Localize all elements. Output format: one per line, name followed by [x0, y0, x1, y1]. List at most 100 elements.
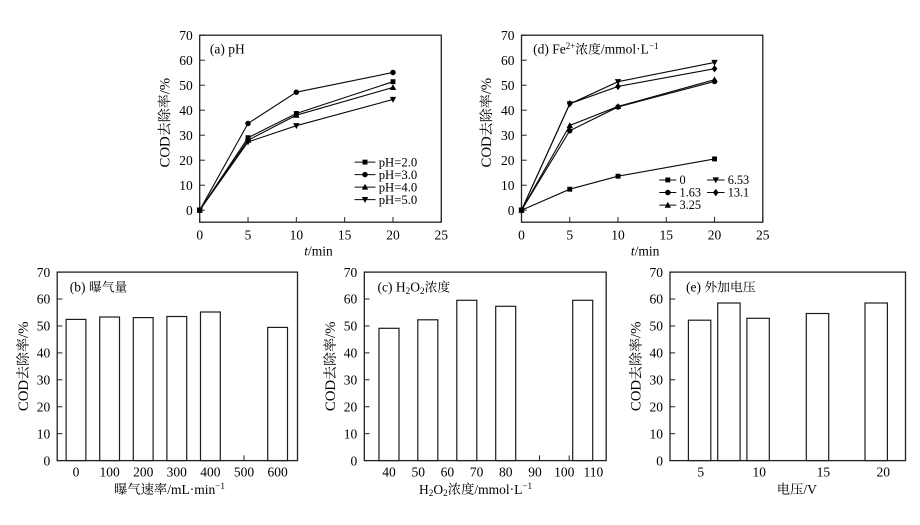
svg-text:30: 30 [179, 128, 193, 143]
svg-text:0: 0 [186, 203, 193, 218]
svg-text:50: 50 [37, 319, 51, 334]
svg-text:50: 50 [344, 319, 358, 334]
svg-text:10: 10 [501, 178, 515, 193]
svg-text:COD: COD [157, 136, 173, 168]
svg-text:0: 0 [43, 453, 50, 468]
svg-text:30: 30 [37, 373, 51, 388]
svg-text:20: 20 [386, 228, 400, 243]
svg-text:/%: /% [479, 78, 495, 94]
svg-text:70: 70 [37, 265, 51, 280]
svg-text:400: 400 [200, 465, 221, 480]
svg-text:/min: /min [308, 243, 333, 258]
svg-text:40: 40 [501, 103, 515, 118]
svg-text:O: O [410, 280, 420, 295]
svg-text:90: 90 [528, 465, 542, 480]
svg-text:0: 0 [680, 173, 686, 187]
svg-text:/mmol·L: /mmol·L [474, 482, 522, 497]
svg-text:0: 0 [196, 228, 203, 243]
svg-text:6.53: 6.53 [728, 173, 750, 187]
svg-text:10: 10 [650, 426, 664, 441]
svg-text:100: 100 [554, 465, 575, 480]
svg-text:0: 0 [656, 453, 663, 468]
svg-text:pH=4.0: pH=4.0 [379, 180, 418, 194]
svg-text:5: 5 [245, 228, 252, 243]
svg-text:2: 2 [406, 286, 411, 296]
svg-text:2: 2 [443, 488, 448, 498]
svg-text:60: 60 [441, 465, 455, 480]
svg-text:t: t [304, 243, 309, 258]
svg-text:(c) H: (c) H [378, 280, 406, 295]
svg-text:(e): (e) [686, 280, 701, 295]
svg-text:/%: /% [629, 322, 645, 338]
svg-text:40: 40 [650, 346, 664, 361]
svg-text:0: 0 [518, 228, 525, 243]
svg-text:COD: COD [16, 380, 32, 412]
svg-text:40: 40 [37, 346, 51, 361]
svg-text:5: 5 [697, 465, 704, 480]
svg-text:70: 70 [470, 465, 484, 480]
svg-text:10: 10 [290, 228, 304, 243]
svg-text:pH=5.0: pH=5.0 [379, 193, 418, 207]
svg-text:60: 60 [179, 53, 193, 68]
svg-text:60: 60 [650, 292, 664, 307]
svg-text:15: 15 [660, 228, 674, 243]
svg-text:H: H [419, 482, 429, 497]
svg-text:20: 20 [37, 399, 51, 414]
svg-text:50: 50 [650, 319, 664, 334]
svg-text:40: 40 [179, 103, 193, 118]
svg-text:10: 10 [37, 426, 51, 441]
svg-text:70: 70 [179, 28, 193, 43]
svg-text:50: 50 [501, 78, 515, 93]
svg-text:30: 30 [650, 373, 664, 388]
svg-text:50: 50 [411, 465, 425, 480]
svg-text:0: 0 [73, 465, 80, 480]
svg-text:(a) pH: (a) pH [210, 42, 245, 57]
svg-text:200: 200 [133, 465, 154, 480]
svg-text:2: 2 [429, 488, 434, 498]
svg-text:500: 500 [234, 465, 255, 480]
svg-text:/%: /% [157, 78, 173, 94]
svg-text:2+: 2+ [566, 41, 576, 51]
svg-text:5: 5 [566, 228, 573, 243]
svg-text:COD: COD [323, 380, 339, 412]
svg-text:/mL·min: /mL·min [167, 482, 215, 497]
svg-text:pH=2.0: pH=2.0 [379, 155, 418, 169]
svg-text:15: 15 [338, 228, 352, 243]
svg-text:70: 70 [501, 28, 515, 43]
svg-text:COD: COD [629, 380, 645, 412]
svg-text:80: 80 [499, 465, 513, 480]
svg-text:t: t [631, 243, 636, 258]
svg-text:20: 20 [501, 153, 515, 168]
svg-text:10: 10 [179, 178, 193, 193]
svg-text:30: 30 [501, 128, 515, 143]
svg-text:2: 2 [420, 286, 425, 296]
svg-text:10: 10 [344, 426, 358, 441]
svg-text:25: 25 [435, 228, 449, 243]
svg-text:0: 0 [351, 453, 358, 468]
svg-text:20: 20 [708, 228, 722, 243]
svg-text:40: 40 [344, 346, 358, 361]
svg-text:30: 30 [344, 373, 358, 388]
svg-text:50: 50 [179, 78, 193, 93]
svg-text:15: 15 [817, 465, 831, 480]
svg-text:70: 70 [344, 265, 358, 280]
svg-text:20: 20 [344, 399, 358, 414]
svg-text:O: O [433, 482, 443, 497]
svg-text:pH=3.0: pH=3.0 [379, 168, 418, 182]
svg-text:20: 20 [650, 399, 664, 414]
svg-text:10: 10 [611, 228, 625, 243]
svg-text:/%: /% [323, 322, 339, 338]
svg-text:60: 60 [344, 292, 358, 307]
svg-text:0: 0 [508, 203, 515, 218]
svg-text:100: 100 [99, 465, 120, 480]
svg-text:20: 20 [876, 465, 890, 480]
svg-text:10: 10 [752, 465, 766, 480]
svg-text:(b): (b) [70, 280, 86, 295]
svg-text:600: 600 [267, 465, 288, 480]
svg-text:40: 40 [382, 465, 396, 480]
svg-text:−1: −1 [649, 41, 659, 51]
svg-text:COD: COD [479, 136, 495, 168]
svg-text:−1: −1 [522, 481, 532, 491]
svg-text:70: 70 [650, 265, 664, 280]
svg-text:3.25: 3.25 [680, 198, 702, 212]
